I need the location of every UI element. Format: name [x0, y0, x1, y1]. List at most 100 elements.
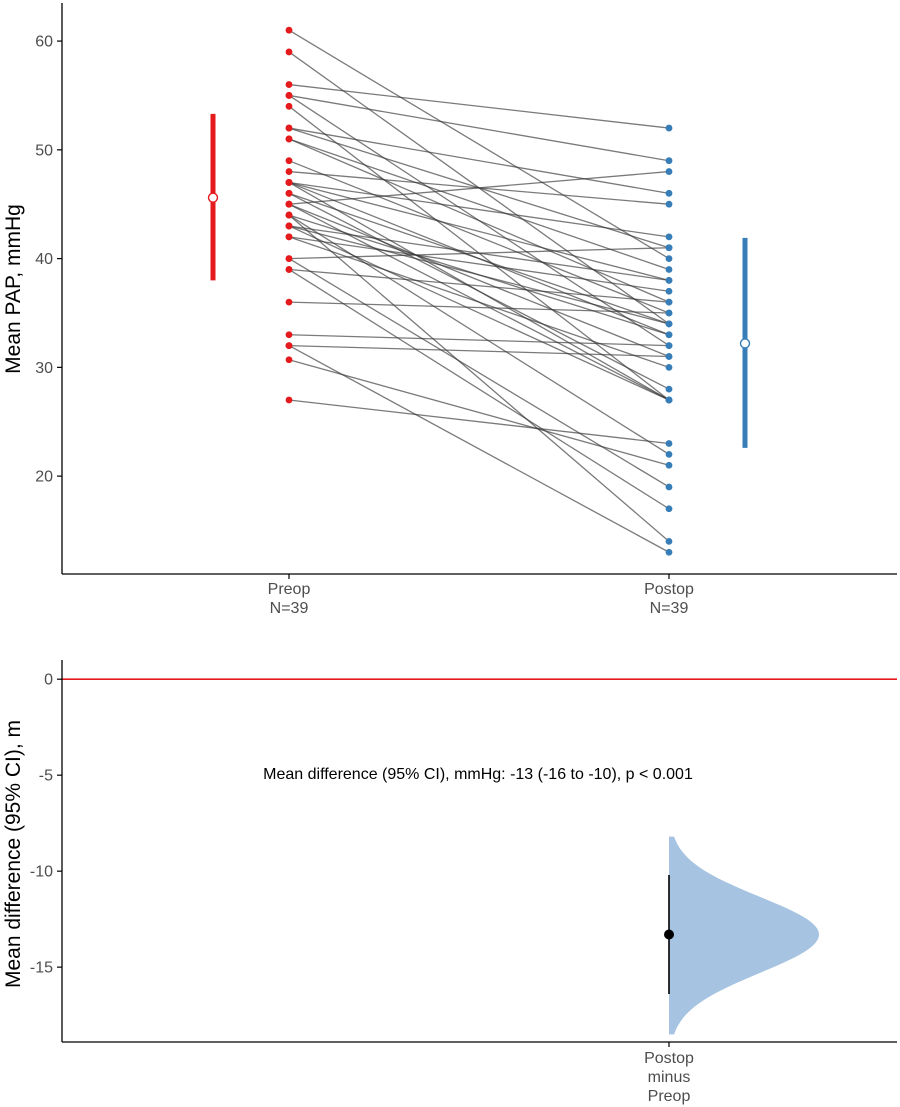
x-tick-label: Preop	[268, 581, 311, 598]
preop-point	[285, 200, 293, 208]
pair-line	[288, 345, 670, 553]
estimation-panel: 0 -5 -10 -15 Postop minus Preop Mean differen…	[2, 660, 897, 1105]
preop-point	[285, 342, 293, 349]
pair-line	[288, 192, 670, 390]
x-tick-label: Preop	[648, 1088, 691, 1105]
postop-point	[665, 200, 673, 208]
preop-point	[285, 266, 293, 273]
postop-point	[665, 385, 673, 393]
y-ticks: 0 -5 -10 -15	[30, 672, 62, 977]
postop-point	[665, 233, 673, 241]
postop-point	[665, 505, 673, 513]
postop-point	[665, 244, 673, 252]
mean-difference-point	[664, 929, 674, 940]
preop-point	[285, 356, 293, 364]
pair-line	[288, 192, 670, 325]
x-ticks: Postop minus Preop	[644, 1042, 694, 1105]
postop-point	[665, 298, 673, 306]
postop-point	[665, 537, 673, 545]
pair-line	[288, 268, 670, 303]
postop-point	[665, 276, 673, 284]
postop-point	[665, 287, 673, 295]
preop-mean-marker	[207, 192, 219, 203]
summary-bars	[207, 113, 751, 448]
pair-line	[288, 170, 670, 205]
preop-point	[285, 189, 293, 197]
pair-line	[288, 236, 670, 292]
postop-point	[665, 440, 673, 447]
postop-point	[665, 342, 673, 349]
difference-distribution	[669, 836, 819, 1035]
pair-line	[288, 138, 670, 271]
postop-point	[665, 309, 673, 317]
preop-point	[285, 92, 293, 99]
preop-point	[285, 255, 293, 262]
preop-point	[285, 168, 293, 175]
x-tick-label: Postop	[644, 1050, 694, 1067]
x-tick-label: minus	[648, 1069, 691, 1086]
y-axis-title: Mean PAP, mmHg	[2, 204, 25, 374]
pair-line	[288, 83, 670, 129]
pair-line	[288, 225, 670, 401]
pair-line	[288, 344, 670, 358]
postop-point	[665, 189, 673, 197]
pair-line	[288, 29, 670, 260]
y-tick-label: 50	[35, 142, 53, 159]
postop-point	[665, 157, 673, 165]
preop-point	[285, 179, 293, 186]
pair-line	[288, 94, 670, 162]
pair-line	[288, 203, 670, 358]
pair-line	[288, 258, 670, 488]
postop-point	[665, 331, 673, 339]
preop-point	[285, 124, 293, 132]
pair-line	[288, 127, 670, 194]
pair-line	[288, 225, 670, 325]
preop-point	[285, 331, 293, 339]
y-tick-label: 30	[35, 360, 53, 377]
preop-point	[285, 157, 293, 165]
preop-point	[285, 233, 293, 241]
y-axis-title: Mean difference (95% CI), m	[2, 720, 25, 988]
pair-lines	[288, 29, 670, 553]
postop-point	[665, 548, 673, 556]
x-tick-count: N=39	[650, 600, 689, 617]
x-ticks: Preop N=39 Postop N=39	[268, 574, 694, 617]
y-ticks: 20 30 40 50 60	[35, 34, 62, 486]
pair-line	[288, 138, 670, 303]
preop-point	[285, 102, 293, 110]
pair-line	[288, 301, 670, 314]
pair-line	[288, 214, 670, 455]
paired-dot-panel: 20 30 40 50 60 Preop N=39 Postop N=39 Mean PAP,…	[2, 3, 897, 617]
pair-line	[288, 399, 670, 445]
y-tick-label: 0	[44, 672, 53, 689]
x-tick-label: Postop	[644, 581, 694, 598]
preop-point	[285, 222, 293, 230]
preop-point	[285, 396, 293, 404]
preop-point	[285, 81, 293, 88]
postop-point	[665, 450, 673, 458]
preop-point	[285, 211, 293, 219]
postop-point	[665, 266, 673, 273]
preop-point	[285, 298, 293, 306]
postop-point	[665, 363, 673, 371]
pair-line	[288, 214, 670, 542]
difference-annotation: Mean difference (95% CI), mmHg: -13 (-16…	[263, 766, 693, 783]
postop-point	[665, 461, 673, 469]
postop-point	[665, 353, 673, 360]
postop-point	[665, 396, 673, 404]
y-tick-label: 20	[35, 469, 53, 486]
pair-line	[288, 181, 670, 238]
y-tick-label: 40	[35, 251, 53, 268]
y-tick-label: -5	[39, 768, 53, 785]
preop-point	[285, 48, 293, 56]
data-points	[285, 26, 673, 556]
postop-mean-marker	[739, 338, 751, 349]
preop-point	[285, 135, 293, 143]
x-tick-count: N=39	[270, 600, 309, 617]
pair-line	[288, 236, 670, 368]
pair-line	[288, 359, 670, 466]
preop-point	[285, 26, 293, 34]
postop-point	[665, 255, 673, 262]
pair-line	[288, 334, 670, 347]
